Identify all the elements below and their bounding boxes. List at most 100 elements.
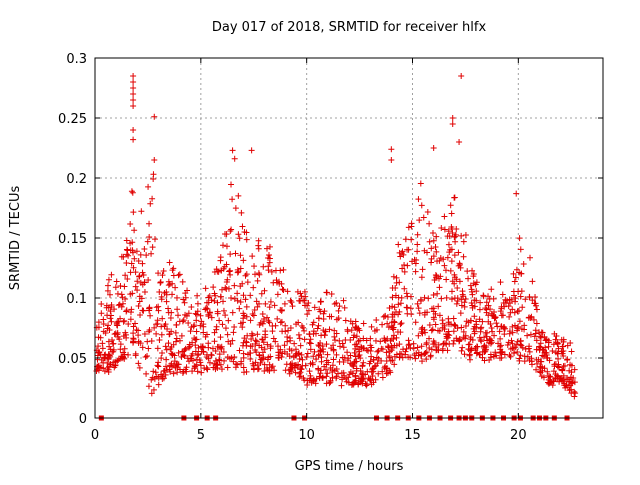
data-point [304, 311, 311, 318]
data-point [286, 334, 293, 341]
data-point [187, 328, 194, 335]
data-point [411, 256, 418, 263]
data-point [534, 360, 541, 367]
data-point [101, 368, 108, 375]
data-point [285, 327, 292, 334]
data-point [240, 339, 247, 346]
data-point [497, 335, 504, 342]
data-point [274, 291, 281, 298]
data-point [538, 373, 545, 380]
data-point [495, 340, 502, 347]
data-point [458, 347, 465, 354]
data-point [492, 349, 499, 356]
data-point [367, 335, 374, 342]
data-point [211, 297, 218, 304]
data-point [387, 337, 394, 344]
data-point [173, 361, 180, 368]
data-point [127, 316, 134, 323]
data-point [509, 345, 516, 352]
data-point [104, 282, 111, 289]
data-point [397, 300, 404, 307]
data-point [255, 365, 262, 372]
data-point [560, 376, 567, 383]
data-point [98, 356, 105, 363]
data-point [373, 316, 380, 323]
y-tick-label: 0.2 [66, 172, 87, 187]
data-point [449, 278, 456, 285]
data-point [537, 358, 544, 365]
data-point [422, 349, 429, 356]
data-point [330, 347, 337, 354]
data-point [157, 279, 164, 286]
data-point [443, 294, 450, 301]
data-point [453, 300, 460, 307]
data-point [255, 237, 262, 244]
data-point [367, 358, 374, 365]
data-point [418, 202, 425, 209]
y-tick-label: 0.05 [58, 352, 87, 367]
data-point [425, 295, 432, 302]
data-point [182, 294, 189, 301]
data-point [433, 233, 440, 240]
data-point [299, 362, 306, 369]
data-point [458, 302, 465, 309]
data-point [115, 302, 122, 309]
data-point [473, 350, 480, 357]
data-point [161, 367, 168, 374]
data-point [374, 348, 381, 355]
data-point [267, 345, 274, 352]
data-point [311, 304, 318, 311]
data-point [433, 248, 440, 255]
data-point [111, 306, 118, 313]
data-point [183, 313, 190, 320]
data-point [462, 295, 469, 302]
data-point [265, 251, 272, 258]
data-point [280, 286, 287, 293]
data-point [203, 305, 210, 312]
data-point [431, 277, 438, 284]
data-point [310, 353, 317, 360]
data-point [451, 280, 458, 287]
data-point [121, 317, 128, 324]
data-point [262, 300, 269, 307]
data-point [260, 316, 267, 323]
data-point [130, 323, 137, 330]
data-point [566, 367, 573, 374]
data-point [315, 365, 322, 372]
data-point [237, 265, 244, 272]
data-point [437, 254, 444, 261]
data-point [470, 280, 477, 287]
data-point [123, 307, 130, 314]
data-point [418, 274, 425, 281]
data-point [166, 259, 173, 266]
data-point [322, 366, 329, 373]
data-point [533, 366, 540, 373]
data-point [261, 368, 268, 375]
data-point [517, 337, 524, 344]
data-point [279, 286, 286, 293]
data-point [405, 224, 412, 231]
data-point [509, 306, 516, 313]
data-point [462, 231, 469, 238]
data-point [176, 271, 183, 278]
data-point [360, 335, 367, 342]
data-point [460, 238, 467, 245]
data-point [395, 241, 402, 248]
data-point [251, 263, 258, 270]
data-point [135, 258, 142, 265]
data-point [182, 345, 189, 352]
data-point [456, 139, 463, 145]
data-point [452, 238, 459, 245]
data-point [461, 303, 468, 310]
data-point [130, 330, 137, 337]
data-point [113, 322, 120, 329]
data-point [446, 233, 453, 240]
data-point [261, 287, 268, 294]
data-point [249, 311, 256, 318]
data-point [184, 287, 191, 294]
data-point [481, 357, 488, 364]
data-point [370, 356, 377, 363]
data-point [132, 283, 139, 290]
data-point [214, 268, 221, 275]
data-point [179, 369, 186, 376]
